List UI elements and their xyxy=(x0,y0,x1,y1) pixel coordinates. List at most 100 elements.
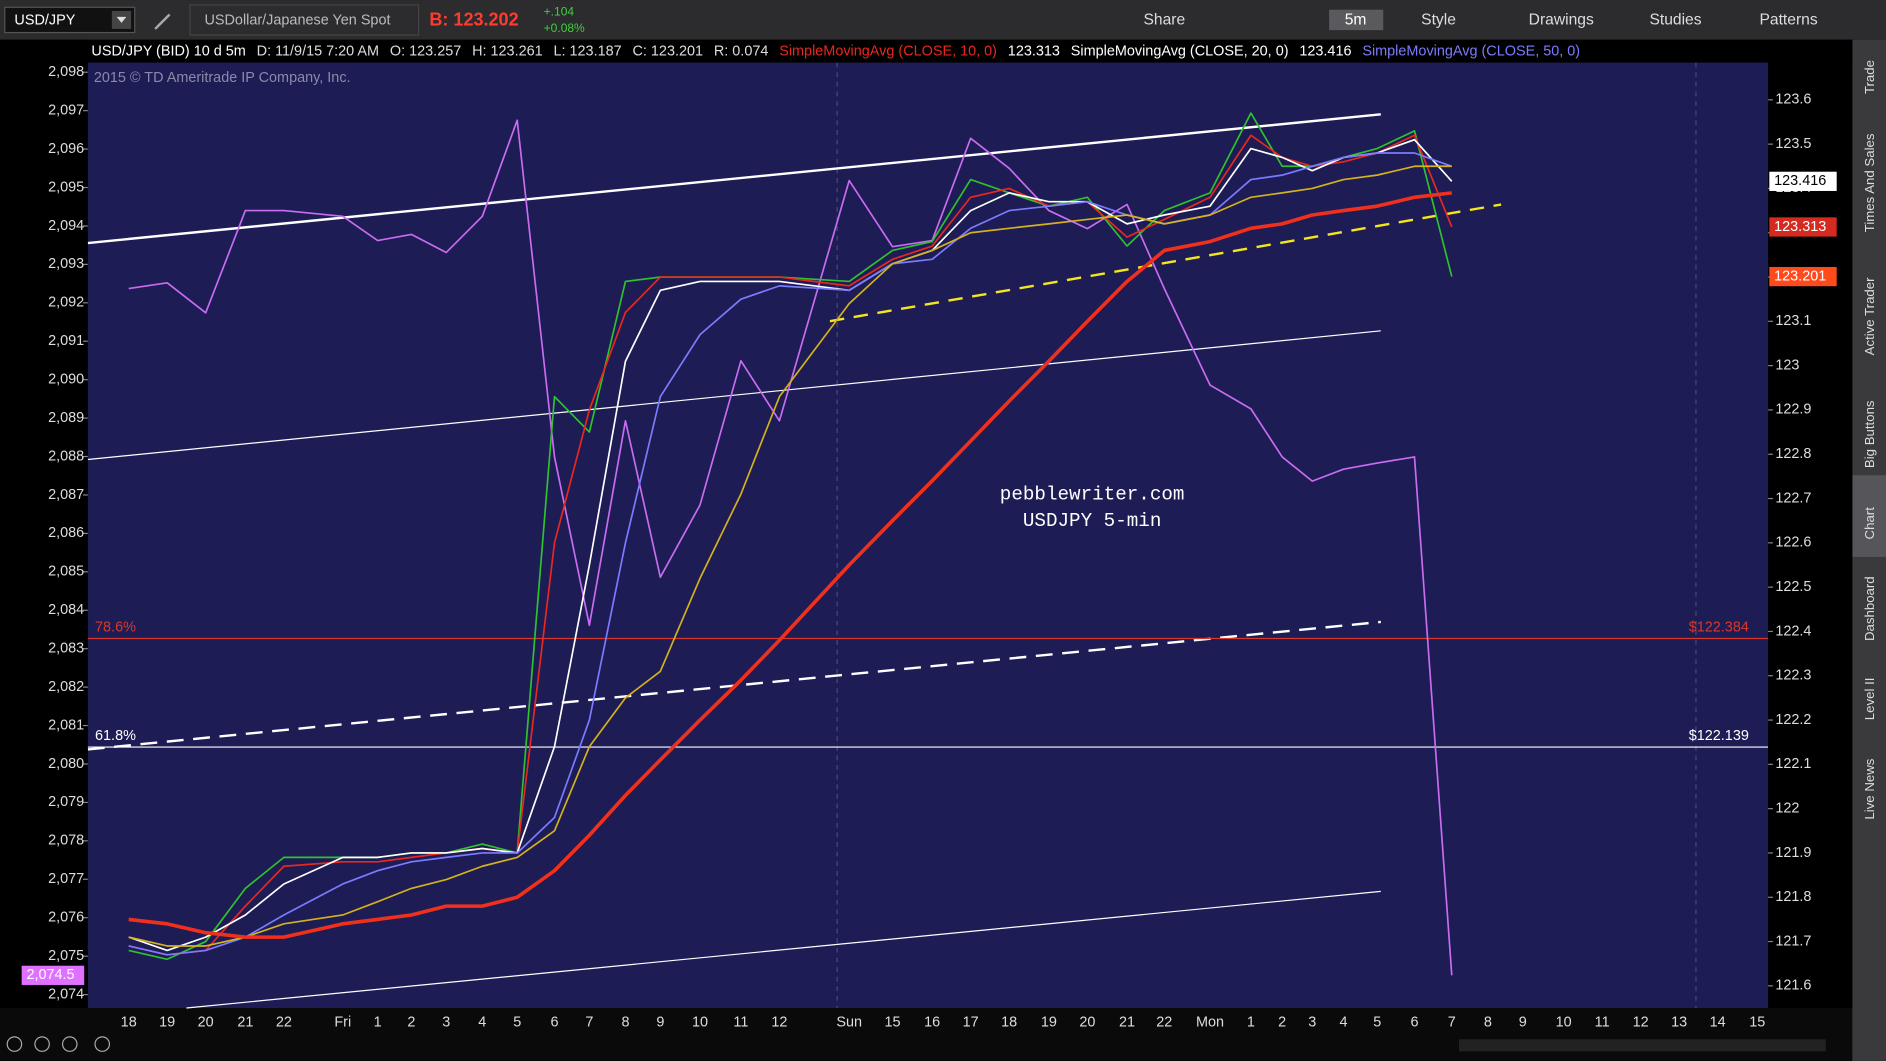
zoom-in[interactable] xyxy=(34,1036,50,1052)
symbol[interactable]: USD/JPY xyxy=(14,12,75,28)
side-tab[interactable]: Big Buttons xyxy=(1862,400,1877,468)
side-tab[interactable]: Chart xyxy=(1862,507,1877,540)
y-tick-label: 122.6 xyxy=(1775,535,1811,551)
x-tick-label: 9 xyxy=(1519,1014,1527,1030)
x-tick-label: 8 xyxy=(1484,1014,1492,1030)
y2-tick-label: 2,078 xyxy=(48,833,84,849)
price-tag xyxy=(21,965,85,985)
x-tick-label: 19 xyxy=(1041,1014,1057,1030)
trend-line xyxy=(87,113,1381,245)
toolbar-button[interactable]: Drawings xyxy=(1529,12,1594,29)
price-tag xyxy=(1769,217,1837,237)
toolbar-buttons: Share 5m Style Drawings Studies Patterns xyxy=(1143,12,1817,29)
x-tick-label: 15 xyxy=(884,1014,900,1030)
level-label: 61.8% xyxy=(95,728,136,744)
side-tab[interactable]: Active Trader xyxy=(1862,277,1877,355)
y2-tick-label: 2,079 xyxy=(48,794,84,810)
ohlc-value: H: 123.261 xyxy=(472,44,543,60)
side-tab[interactable]: Live News xyxy=(1862,758,1877,819)
series-line xyxy=(128,152,1453,956)
y2-tick-label: 2,098 xyxy=(48,64,84,80)
toolbar-button[interactable]: Share xyxy=(1143,12,1185,29)
x-tick-label: 15 xyxy=(1749,1014,1765,1030)
y2-tick-label: 2,089 xyxy=(48,410,84,426)
y2-tick-label: 2,090 xyxy=(48,371,84,387)
y2-tick-label: 2,080 xyxy=(48,756,84,772)
x-tick-label: 20 xyxy=(1079,1014,1095,1030)
y-tick-label: 122.7 xyxy=(1775,490,1811,506)
x-tick-label: 18 xyxy=(1001,1014,1017,1030)
tool-icon[interactable] xyxy=(6,1036,23,1052)
trend-line-dashed xyxy=(829,203,1502,323)
y2-tick-label: 2,085 xyxy=(48,564,84,580)
series-line xyxy=(128,165,1452,947)
x-tick-label: 6 xyxy=(1410,1014,1418,1030)
scrollbar[interactable] xyxy=(1459,1039,1826,1052)
x-tick-label: 3 xyxy=(1308,1014,1316,1030)
x-tick-label: 4 xyxy=(1340,1014,1348,1030)
ohlc-value: R: 0.074 xyxy=(714,44,769,60)
y2-tick-label: 2,088 xyxy=(48,448,84,464)
left-axis-bg xyxy=(0,39,88,1009)
ohlc-value: O: 123.257 xyxy=(390,44,461,60)
plot-area xyxy=(87,62,1769,1009)
y-tick-label: 123.6 xyxy=(1775,92,1811,108)
x-tick-label: 2 xyxy=(407,1014,415,1030)
y2-tick-label: 2,094 xyxy=(48,218,84,234)
chart-symbol: USD/JPY (BID) 10 d 5m xyxy=(91,44,245,60)
x-tick-label: 18 xyxy=(121,1014,137,1030)
x-tick-label: 10 xyxy=(1556,1014,1572,1030)
level-value-label: $122.139 xyxy=(1689,728,1749,744)
x-tick-label: 12 xyxy=(1633,1014,1649,1030)
side-tabs: Trade Times And Sales Active Trader Big But… xyxy=(1862,60,1877,820)
x-tick-label: 13 xyxy=(1671,1014,1687,1030)
annotation: USDJPY 5-min xyxy=(1023,510,1162,532)
x-tick-label: 19 xyxy=(159,1014,175,1030)
timeframe-box[interactable] xyxy=(1329,9,1384,31)
side-tab[interactable]: Trade xyxy=(1862,60,1877,94)
y-tick-label: 121.9 xyxy=(1775,845,1811,861)
y-tick-label: 122.2 xyxy=(1775,712,1811,728)
side-tab[interactable]: Level II xyxy=(1862,678,1877,721)
price-tag-label: 123.313 xyxy=(1774,219,1826,235)
toolbar-button[interactable]: Patterns xyxy=(1759,12,1817,29)
x-tick-label: 3 xyxy=(442,1014,450,1030)
y2-tick-label: 2,086 xyxy=(48,525,84,541)
side-tab[interactable]: Dashboard xyxy=(1862,576,1877,641)
legend-value: 123.416 xyxy=(1299,44,1351,60)
x-tick-label: 10 xyxy=(692,1014,708,1030)
y-tick-label: 122.4 xyxy=(1775,623,1811,639)
zoom-out[interactable] xyxy=(61,1036,78,1052)
tool-icon[interactable] xyxy=(94,1036,111,1052)
toolbar-button[interactable]: Style xyxy=(1421,12,1456,29)
net-change: +.104 xyxy=(544,4,575,18)
y2-tick-label: 2,095 xyxy=(48,179,84,195)
info-bar-items: USD/JPY (BID) 10 d 5m D: 11/9/15 7:20 AM O… xyxy=(91,44,1580,60)
active-tab xyxy=(1852,475,1886,557)
y-tick-label: 123.5 xyxy=(1775,136,1811,152)
x-tick-label: 21 xyxy=(1119,1014,1135,1030)
annotation: pebblewriter.com xyxy=(1000,483,1185,505)
side-tab[interactable]: Times And Sales xyxy=(1862,133,1877,232)
x-tick-label: 1 xyxy=(1247,1014,1255,1030)
x-tick-label: 20 xyxy=(198,1014,214,1030)
y2-tick-label: 2,096 xyxy=(48,141,84,157)
bid-price: B: 123.202 xyxy=(429,9,518,29)
y-tick-label: 123 xyxy=(1775,357,1799,373)
link-icon[interactable] xyxy=(154,13,171,30)
x-tick-label: 7 xyxy=(1448,1014,1456,1030)
description-box xyxy=(189,4,420,36)
price-tag xyxy=(1769,266,1837,287)
y-tick-label: 122.9 xyxy=(1775,402,1811,418)
x-tick-label: 6 xyxy=(550,1014,558,1030)
toolbar-button[interactable]: Studies xyxy=(1649,12,1701,29)
y2-tick-label: 2,093 xyxy=(48,256,84,272)
legend-entry: SimpleMovingAvg (CLOSE, 10, 0) xyxy=(779,44,997,60)
price-tag xyxy=(1769,171,1837,191)
x-tick-label: 8 xyxy=(621,1014,629,1030)
toolbar-button[interactable]: 5m xyxy=(1345,12,1367,29)
x-tick-label: 2 xyxy=(1278,1014,1286,1030)
x-tick-label: 22 xyxy=(1156,1014,1172,1030)
x-tick-label: 11 xyxy=(733,1014,748,1030)
